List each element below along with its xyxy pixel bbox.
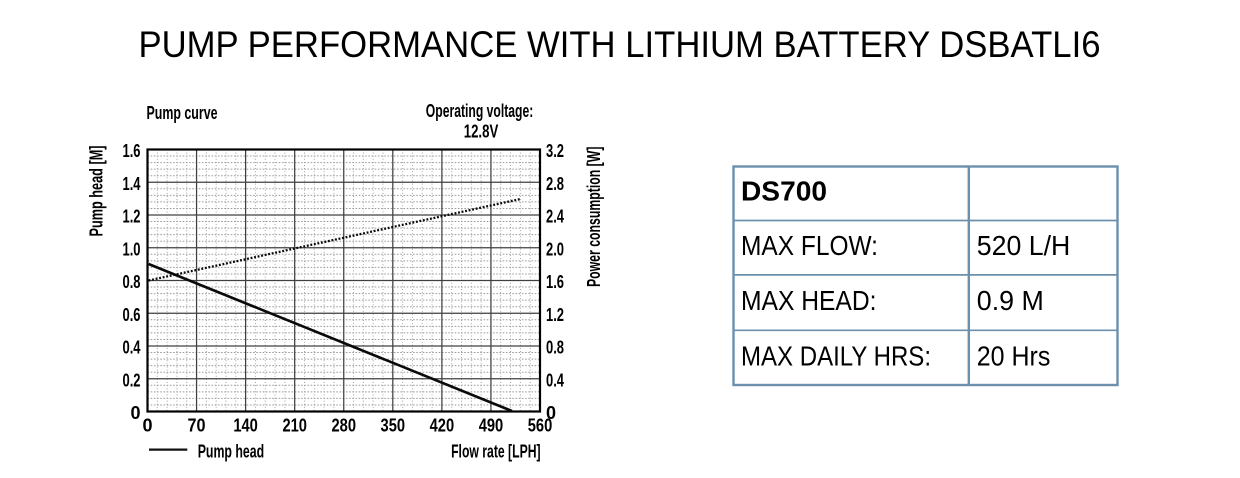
svg-text:DS700: DS700 [741,176,827,207]
svg-text:Pump head [M]: Pump head [M] [87,146,107,237]
svg-text:Pump head: Pump head [198,442,265,462]
svg-text:0.9 M: 0.9 M [977,285,1044,316]
svg-text:70: 70 [188,416,206,436]
svg-text:490: 490 [479,416,504,436]
svg-text:MAX HEAD:: MAX HEAD: [741,285,877,316]
svg-text:MAX DAILY HRS:: MAX DAILY HRS: [741,341,931,372]
svg-text:1.6: 1.6 [123,141,141,161]
svg-text:MAX FLOW:: MAX FLOW: [741,230,878,261]
svg-text:1.0: 1.0 [123,239,141,259]
svg-text:2.4: 2.4 [546,207,564,227]
svg-text:0.8: 0.8 [546,338,564,358]
svg-text:12.8V: 12.8V [464,122,499,142]
svg-text:1.2: 1.2 [123,207,141,227]
svg-text:0.6: 0.6 [123,305,141,325]
svg-text:1.2: 1.2 [546,305,564,325]
svg-text:420: 420 [430,416,455,436]
svg-text:20 Hrs: 20 Hrs [977,341,1051,372]
svg-text:2.8: 2.8 [546,174,564,194]
svg-text:1.6: 1.6 [546,272,564,292]
svg-text:0.4: 0.4 [123,338,141,358]
svg-text:350: 350 [381,416,406,436]
svg-text:0: 0 [142,416,152,436]
svg-text:0.4: 0.4 [546,370,564,390]
svg-text:PUMP PERFORMANCE WITH LITHIUM: PUMP PERFORMANCE WITH LITHIUM BATTERY DS… [139,24,1101,65]
svg-text:280: 280 [332,416,357,436]
svg-text:1.4: 1.4 [123,174,141,194]
svg-text:0: 0 [546,403,556,423]
svg-text:0.2: 0.2 [123,370,141,390]
svg-text:Power consumption [W]: Power consumption [W] [584,147,604,287]
svg-text:Flow rate [LPH]: Flow rate [LPH] [451,442,541,462]
svg-text:Operating voltage:: Operating voltage: [426,101,534,121]
svg-text:0.8: 0.8 [123,272,141,292]
svg-text:2.0: 2.0 [546,239,564,259]
svg-text:520 L/H: 520 L/H [977,230,1071,261]
svg-text:3.2: 3.2 [546,141,564,161]
svg-text:Pump curve: Pump curve [147,103,218,123]
svg-text:140: 140 [233,416,258,436]
svg-text:210: 210 [282,416,307,436]
svg-text:560: 560 [528,416,553,436]
svg-text:0: 0 [130,403,140,423]
